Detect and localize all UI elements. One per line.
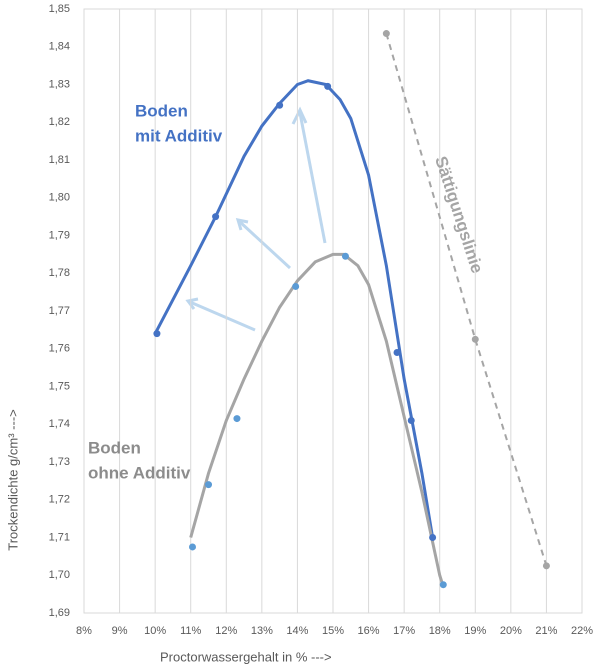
- series-line: [189, 252, 445, 588]
- data-point: [212, 213, 220, 221]
- data-point: [407, 416, 415, 424]
- x-tick-label: 16%: [358, 625, 380, 637]
- y-tick-label: 1,69: [49, 607, 70, 619]
- data-point: [324, 82, 332, 90]
- y-tick-label: 1,85: [49, 3, 70, 15]
- data-point: [292, 282, 300, 290]
- x-tick-label: 13%: [251, 625, 273, 637]
- data-point: [233, 415, 241, 423]
- x-tick-label: 14%: [286, 625, 308, 637]
- y-tick-label: 1,79: [49, 229, 70, 241]
- data-point: [542, 562, 550, 570]
- x-tick-label: 17%: [393, 625, 415, 637]
- y-tick-label: 1,77: [49, 305, 70, 317]
- annotation: Boden: [135, 101, 188, 120]
- data-point: [153, 330, 161, 338]
- data-point: [276, 101, 284, 109]
- y-axis-label: Trockendichte g/cm³ --->: [5, 409, 20, 550]
- x-tick-label: 9%: [112, 625, 128, 637]
- data-point: [429, 534, 437, 541]
- y-tick-label: 1,70: [49, 569, 70, 581]
- y-tick-label: 1,83: [49, 78, 70, 90]
- data-point: [382, 30, 390, 38]
- x-tick-label: 10%: [144, 625, 166, 637]
- data-point: [205, 481, 212, 489]
- y-tick-label: 1,84: [49, 41, 70, 53]
- x-tick-label: 8%: [76, 625, 92, 637]
- x-tick-label: 18%: [429, 625, 451, 637]
- x-tick-label: 12%: [215, 625, 237, 637]
- x-tick-label: 15%: [322, 625, 344, 637]
- x-tick-label: 21%: [535, 625, 557, 637]
- y-tick-label: 1,82: [49, 116, 70, 128]
- x-tick-label: 11%: [180, 625, 201, 637]
- y-tick-label: 1,76: [49, 343, 70, 355]
- y-tick-label: 1,78: [49, 267, 70, 279]
- arrows: [185, 106, 327, 332]
- data-point: [439, 581, 447, 589]
- data-point: [188, 543, 196, 551]
- x-tick-label: 22%: [571, 625, 593, 637]
- y-tick-label: 1,74: [49, 418, 70, 430]
- x-axis-label: Proctorwassergehalt in % --->: [160, 649, 332, 664]
- series-line: [153, 79, 435, 538]
- y-tick-label: 1,75: [49, 380, 70, 392]
- series-line: [385, 33, 548, 567]
- annotation: Boden: [88, 438, 141, 457]
- annotation: mit Additiv: [135, 126, 223, 145]
- annotation: ohne Additiv: [88, 463, 191, 482]
- y-tick-label: 1,80: [49, 192, 70, 204]
- y-tick-label: 1,81: [49, 154, 70, 166]
- data-point: [393, 349, 401, 357]
- x-tick-label: 19%: [464, 625, 486, 637]
- data-point: [341, 252, 349, 260]
- x-tick-label: 20%: [500, 625, 522, 637]
- y-tick-label: 1,71: [49, 531, 70, 543]
- data-point: [471, 335, 479, 343]
- y-tick-label: 1,73: [49, 456, 70, 468]
- y-tick-label: 1,72: [49, 494, 70, 506]
